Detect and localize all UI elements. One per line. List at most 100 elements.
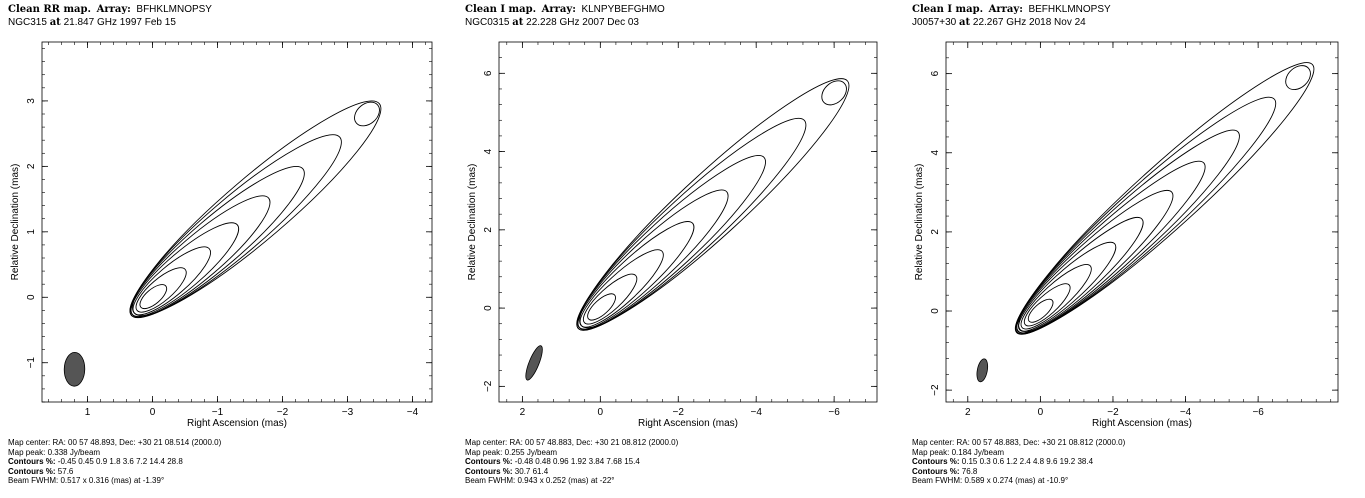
y-tick-label: 3 xyxy=(26,98,37,104)
jet-knot xyxy=(821,80,847,106)
x-axis-label: Right Ascension (mas) xyxy=(187,418,287,429)
panel-footer-1: Map center: RA: 00 57 48.893, Dec: +30 2… xyxy=(8,438,221,486)
contour-group xyxy=(129,100,382,319)
y-axis-label: Relative Declination (mas) xyxy=(467,164,478,281)
contours-label-2: Contours %: xyxy=(912,466,960,476)
contour-level xyxy=(130,134,342,318)
contour-level xyxy=(129,195,271,318)
y-tick-label: 2 xyxy=(26,163,37,169)
at-word: at xyxy=(512,17,524,28)
contour-level xyxy=(576,189,729,331)
contour-map-3: 2 0 −2 −4 −6 −2 0 2 4 6 Right Ascension (mas) Relat… xyxy=(914,41,1339,429)
x-tick-label: −2 xyxy=(277,407,289,418)
panel-header-2: Clean I map. Array: KLNPYBEFGHMO xyxy=(465,4,665,16)
contours-line-2: Contours %: 30.7 61.4 xyxy=(465,467,678,477)
map-panel-2: Clean I map. Array: KLNPYBEFGHMO NGC0315… xyxy=(465,0,895,498)
x-tick-label: −4 xyxy=(1180,407,1192,418)
freq-date: 22.267 GHz 2018 Nov 24 xyxy=(972,17,1086,28)
contour-level xyxy=(1027,298,1054,323)
panel-subheader-2: NGC0315 at 22.228 GHz 2007 Dec 03 xyxy=(465,17,639,29)
y-axis-label: Relative Declination (mas) xyxy=(10,164,21,281)
contours-line-1: Contours %: -0.48 0.48 0.96 1.92 3.84 7.… xyxy=(465,457,678,467)
contour-level xyxy=(130,222,240,317)
map-peak: Map peak: 0.184 Jy/beam xyxy=(912,447,1005,457)
contour-level xyxy=(1018,241,1117,332)
y-tick-label: 6 xyxy=(930,70,941,76)
contour-level xyxy=(135,267,187,313)
x-tick-label: −1 xyxy=(212,407,224,418)
beam-fwhm: Beam FWHM: 0.589 x 0.274 (mas) at -10.9° xyxy=(912,476,1069,485)
contours-label-2: Contours %: xyxy=(465,466,513,476)
panel-subheader-3: J0057+30 at 22.267 GHz 2018 Nov 24 xyxy=(912,17,1086,29)
contour-level xyxy=(576,155,766,331)
plot-frame xyxy=(945,41,1339,403)
panel-header-3: Clean I map. Array: BEFHKLMNOPSY xyxy=(912,4,1111,16)
contour-group xyxy=(1014,62,1315,335)
contour-level xyxy=(1015,129,1240,335)
contour-level xyxy=(1023,283,1071,327)
contour-level xyxy=(579,78,850,329)
contours-label: Contours %: xyxy=(465,457,513,466)
contour-level xyxy=(1016,96,1277,334)
map-peak: Map peak: 0.338 Jy/beam xyxy=(8,447,101,457)
contour-level xyxy=(1015,189,1174,335)
contour-level xyxy=(132,246,211,316)
contour-level xyxy=(582,273,638,325)
map-peak: Map peak: 0.255 Jy/beam xyxy=(465,447,558,457)
plot-frame xyxy=(498,41,878,403)
x-tick-label: −6 xyxy=(828,407,840,418)
array-label: Array: xyxy=(988,4,1023,15)
panel-subheader-1: NGC315 at 21.847 GHz 1997 Feb 15 xyxy=(8,17,176,29)
y-tick-label: −1 xyxy=(26,357,37,369)
y-tick-label: 4 xyxy=(483,148,494,154)
x-tick-label: −3 xyxy=(342,407,354,418)
contour-level xyxy=(1018,62,1315,332)
y-tick-label: 0 xyxy=(483,305,494,311)
contours-label-2: Contours %: xyxy=(8,466,56,476)
x-tick-label: −2 xyxy=(673,407,685,418)
contour-level xyxy=(587,293,616,321)
contour-level xyxy=(1014,160,1206,335)
contour-level xyxy=(577,117,807,330)
x-tick-label: 2 xyxy=(520,407,526,418)
contour-map-2: 2 0 −2 −4 −6 −2 0 2 4 6 Right Ascension (mas) Relat… xyxy=(467,41,878,429)
contours-label: Contours %: xyxy=(8,457,56,466)
map-type: Clean I map. xyxy=(912,4,984,15)
contours-line-2: Contours %: 57.6 xyxy=(8,467,221,477)
x-axis-label: Right Ascension (mas) xyxy=(638,418,738,429)
array-label: Array: xyxy=(96,4,131,15)
beam-ellipse xyxy=(63,351,86,387)
beam-fwhm: Beam FWHM: 0.517 x 0.316 (mas) at -1.39° xyxy=(8,476,165,485)
y-tick-label: −2 xyxy=(483,380,494,392)
contour-level xyxy=(579,249,664,328)
beam-ellipse xyxy=(525,345,543,381)
contour-level xyxy=(577,221,695,330)
contour-level xyxy=(1020,264,1092,330)
panel-header-1: Clean RR map. Array: BFHKLMNOPSY xyxy=(8,4,212,16)
source-name: J0057+30 xyxy=(912,17,957,28)
y-tick-label: 6 xyxy=(483,70,494,76)
x-tick-label: −2 xyxy=(1107,407,1119,418)
array-stations: BEFHKLMNOPSY xyxy=(1028,4,1111,15)
beam-ellipse xyxy=(976,358,989,383)
y-tick-label: 0 xyxy=(930,308,941,314)
map-center: Map center: RA: 00 57 48.883, Dec: +30 2… xyxy=(465,438,679,447)
source-name: NGC0315 xyxy=(465,17,510,28)
x-tick-label: −4 xyxy=(407,407,419,418)
source-name: NGC315 xyxy=(8,17,47,28)
panel-footer-2: Map center: RA: 00 57 48.883, Dec: +30 2… xyxy=(465,438,678,486)
plot-frame xyxy=(41,41,433,403)
at-word: at xyxy=(959,17,971,28)
contour-level xyxy=(132,100,382,317)
map-center: Map center: RA: 00 57 48.883, Dec: +30 2… xyxy=(912,438,1126,447)
x-axis-label: Right Ascension (mas) xyxy=(1092,418,1192,429)
map-panel-3: Clean I map. Array: BEFHKLMNOPSY J0057+3… xyxy=(912,0,1352,498)
freq-date: 22.228 GHz 2007 Dec 03 xyxy=(526,17,639,28)
x-tick-label: 0 xyxy=(598,407,604,418)
y-tick-label: 0 xyxy=(26,294,37,300)
freq-date: 21.847 GHz 1997 Feb 15 xyxy=(63,17,176,28)
contour-map-1: 1 0 −1 −2 −3 −4 −1 0 1 2 3 Right Ascension (mas) Rel… xyxy=(10,41,433,429)
map-center: Map center: RA: 00 57 48.893, Dec: +30 2… xyxy=(8,438,222,447)
x-tick-label: −4 xyxy=(750,407,762,418)
array-stations: KLNPYBEFGHMO xyxy=(581,4,665,15)
